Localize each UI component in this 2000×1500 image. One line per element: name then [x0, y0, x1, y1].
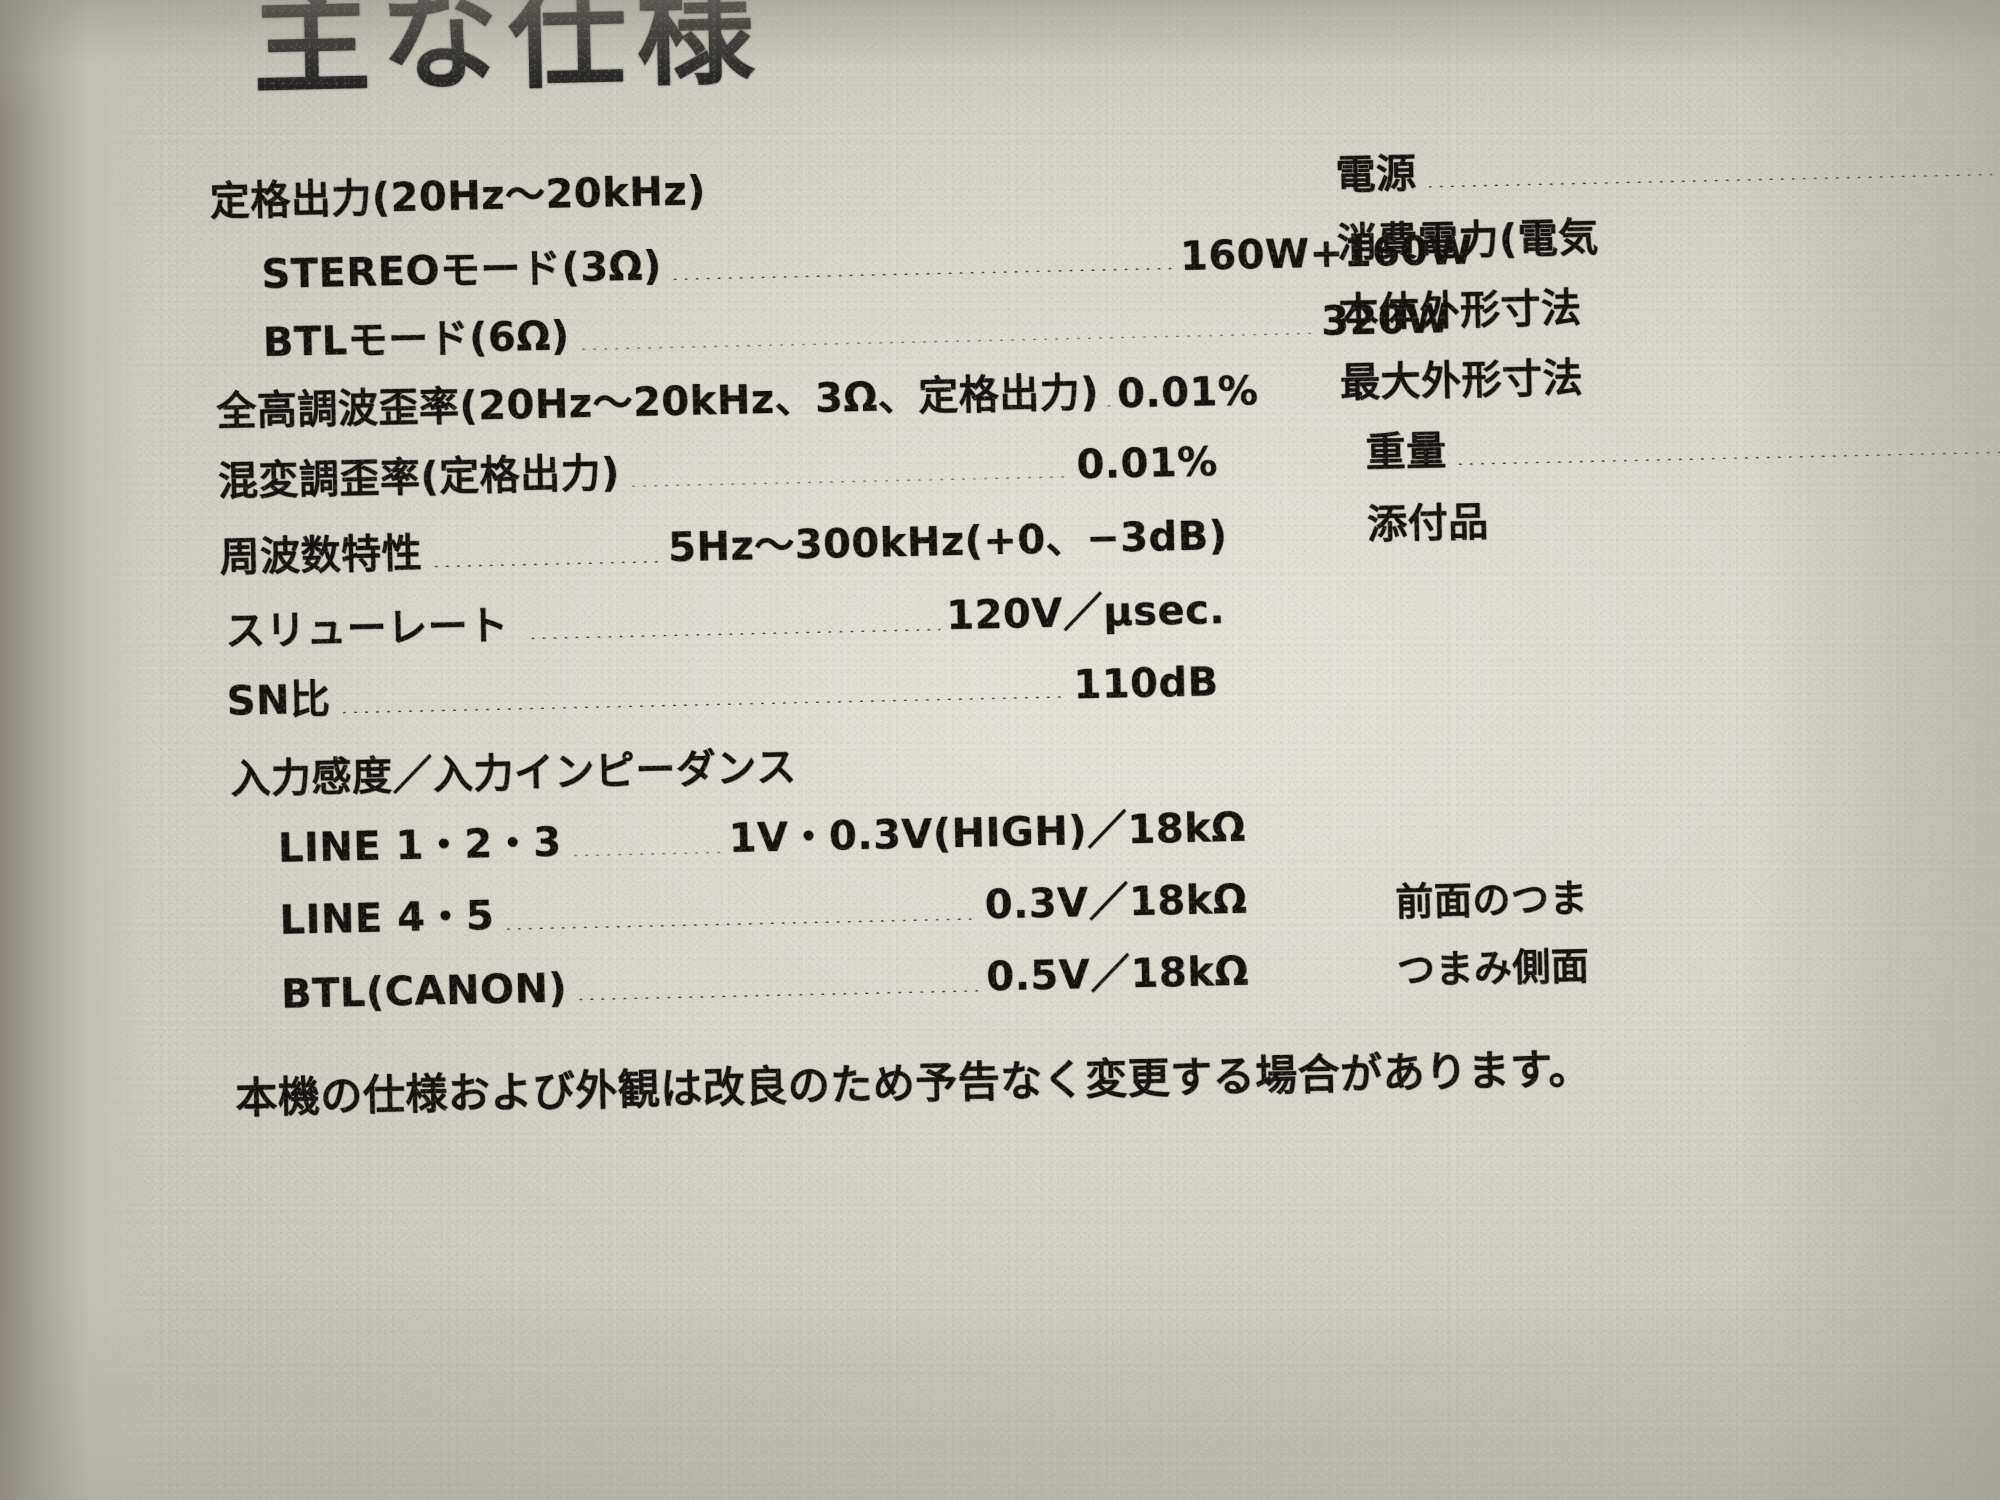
- spec-value: 0.01%: [1116, 368, 1259, 418]
- spec-row: 定格出力(20Hz〜20kHz): [209, 154, 910, 227]
- spec-row: 重量: [1365, 405, 2000, 478]
- leader-dots: [1103, 394, 1114, 407]
- leader-dots: [338, 685, 1068, 714]
- leader-dots: [502, 907, 980, 930]
- spec-label: BTL(CANON): [280, 965, 568, 1018]
- leader-dots: [1424, 161, 2000, 188]
- leader-dots: [577, 322, 1316, 351]
- spec-row: 添付品: [1366, 477, 2000, 550]
- spec-value: 120V／μsec.: [945, 587, 1226, 640]
- spec-row: LINE 1・2・3 1V・0.3V(HIGH)／18kΩ: [277, 795, 1246, 874]
- spec-label: 電源: [1335, 150, 1418, 199]
- spec-value: 5Hz〜300kHz(+0、−3dB): [667, 512, 1228, 572]
- spec-label: 混変調歪率(定格出力): [217, 450, 621, 505]
- spec-label: STEREOモード(3Ω): [260, 243, 663, 298]
- spec-row: BTL(CANON) 0.5V／18kΩ: [280, 939, 1250, 1018]
- spec-label: 定格出力(20Hz〜20kHz): [209, 168, 707, 226]
- leader-dots: [575, 979, 981, 1001]
- leader-dots: [569, 841, 724, 857]
- spec-value: 0.01%: [1076, 439, 1219, 489]
- spec-row: BTLモード(6Ω) 320W: [262, 284, 1451, 368]
- spec-label: BTLモード(6Ω): [262, 313, 571, 366]
- spec-label: 重量: [1365, 428, 1448, 476]
- spec-row: 消費電力(電気: [1336, 195, 2000, 269]
- bottom-note-2: つまみ側面: [1396, 944, 1590, 993]
- page-title: 主な仕様: [250, 0, 766, 112]
- spec-value: 110dB: [1072, 659, 1220, 709]
- leader-dots: [430, 550, 663, 568]
- spec-row: 周波数特性 5Hz〜300kHz(+0、−3dB): [219, 503, 1228, 583]
- spec-label: スリューレート: [224, 602, 510, 655]
- spec-row: 最大外形寸法: [1339, 335, 2000, 409]
- right-column: 電源 消費電力(電気 本体外形寸法 最大外形寸法 重量 添付品 前面のつま つま…: [1314, 0, 2000, 1493]
- spec-row: 混変調歪率(定格出力) 0.01%: [217, 427, 1218, 507]
- spec-row: 本体外形寸法: [1338, 265, 2000, 339]
- spec-label: LINE 4・5: [279, 893, 495, 944]
- spec-value: 0.5V／18kΩ: [985, 948, 1250, 1001]
- spec-row: 電源: [1335, 127, 2000, 201]
- spec-label: 添付品: [1366, 499, 1490, 548]
- spec-label: SN比: [226, 676, 332, 725]
- leader-dots: [1454, 439, 2000, 466]
- spec-row: 全高調波歪率(20Hz〜20kHz、3Ω、定格出力) 0.01%: [215, 357, 1259, 437]
- spec-label: 消費電力(電気: [1336, 214, 1600, 267]
- spec-row: スリューレート 120V／μsec.: [225, 577, 1226, 657]
- spec-label: 周波数特性: [219, 530, 423, 581]
- leader-dots: [669, 257, 1175, 281]
- leader-dots: [526, 618, 941, 640]
- spec-label: 全高調波歪率(20Hz〜20kHz、3Ω、定格出力): [215, 369, 1100, 436]
- spec-label: 入力感度／入力インピーダンス: [229, 744, 798, 803]
- leader-dots: [627, 465, 1071, 488]
- spec-label: LINE 1・2・3: [277, 819, 563, 872]
- spec-value: 0.3V／18kΩ: [984, 876, 1248, 929]
- spec-row: SN比 110dB: [226, 647, 1219, 727]
- spec-label: 最大外形寸法: [1339, 355, 1584, 407]
- spec-value: 1V・0.3V(HIGH)／18kΩ: [728, 804, 1247, 862]
- spec-row: 入力感度／入力インピーダンス: [230, 730, 991, 805]
- bottom-note-1: 前面のつま: [1394, 876, 1589, 925]
- spec-label: 本体外形寸法: [1338, 285, 1583, 337]
- spec-row: LINE 4・5 0.3V／18kΩ: [279, 867, 1248, 946]
